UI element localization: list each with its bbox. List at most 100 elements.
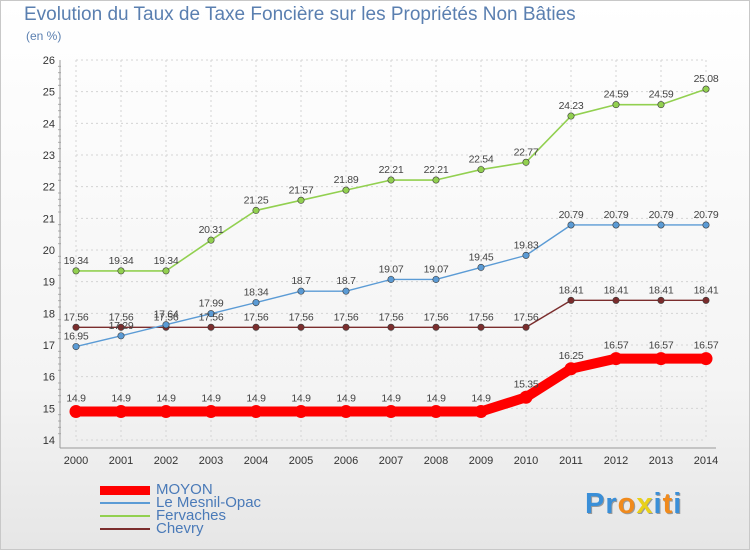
data-label: 19.07 xyxy=(424,263,449,275)
legend-swatch xyxy=(100,485,150,495)
data-point xyxy=(432,275,440,283)
data-point xyxy=(72,323,80,331)
data-point xyxy=(204,405,218,418)
data-label: 22.21 xyxy=(379,164,404,176)
data-point xyxy=(117,332,125,340)
x-tick-label: 2014 xyxy=(694,455,718,467)
data-point xyxy=(474,405,488,418)
x-tick-label: 2011 xyxy=(559,455,583,467)
logo-letter: i xyxy=(653,488,663,520)
data-point xyxy=(342,287,350,295)
data-label: 14.9 xyxy=(201,393,221,405)
x-tick-label: 2007 xyxy=(379,455,403,467)
data-point xyxy=(657,101,665,109)
data-point xyxy=(429,405,443,418)
data-label: 16.95 xyxy=(64,331,89,343)
data-label: 17.56 xyxy=(244,311,269,323)
data-point xyxy=(252,206,260,214)
data-label: 16.25 xyxy=(559,350,584,362)
data-label: 17.56 xyxy=(199,311,224,323)
data-label: 21.57 xyxy=(289,184,314,196)
x-tick-label: 2000 xyxy=(64,455,88,467)
data-point xyxy=(297,196,305,204)
data-point xyxy=(567,296,575,304)
data-point xyxy=(612,296,620,304)
y-tick-label: 25 xyxy=(43,87,55,99)
x-tick-label: 2012 xyxy=(604,455,628,467)
x-tick-label: 2006 xyxy=(334,455,358,467)
data-label: 17.56 xyxy=(154,311,179,323)
data-point xyxy=(387,323,395,331)
logo-letter: t xyxy=(662,488,674,520)
data-label: 16.57 xyxy=(649,340,674,352)
data-label: 22.54 xyxy=(469,154,494,166)
data-label: 14.9 xyxy=(471,393,491,405)
data-point xyxy=(702,85,710,93)
data-label: 17.56 xyxy=(514,311,539,323)
data-label: 17.56 xyxy=(469,311,494,323)
logo-letter: r xyxy=(605,488,618,520)
proxiti-logo: Proxiti xyxy=(585,488,682,521)
data-point xyxy=(702,296,710,304)
data-label: 14.9 xyxy=(111,393,131,405)
data-point xyxy=(162,267,170,275)
data-point xyxy=(69,405,83,418)
data-label: 14.9 xyxy=(381,393,401,405)
data-label: 19.07 xyxy=(379,263,404,275)
data-label: 21.25 xyxy=(244,194,269,206)
data-label: 24.59 xyxy=(649,89,674,101)
data-point xyxy=(522,158,530,166)
logo-letter: P xyxy=(585,488,606,520)
data-label: 16.57 xyxy=(694,340,719,352)
data-label: 17.56 xyxy=(334,311,359,323)
data-point xyxy=(612,101,620,109)
data-point xyxy=(117,323,125,331)
x-tick-label: 2009 xyxy=(469,455,493,467)
data-label: 15.35 xyxy=(514,378,539,390)
data-point xyxy=(612,221,620,229)
legend-label: MOYON xyxy=(156,481,213,498)
data-label: 19.34 xyxy=(154,255,179,267)
data-label-layer: 14.9 14.9 14.9 14.9 14.9 14.9 14.9 14.9 14.9 14.9… xyxy=(64,73,720,405)
data-label: 22.77 xyxy=(514,146,539,158)
logo-letter: o xyxy=(617,488,637,520)
data-label: 19.83 xyxy=(514,239,539,251)
data-point xyxy=(207,236,215,244)
x-tick-label: 2013 xyxy=(649,455,673,467)
y-axis-unit-label: (en %) xyxy=(26,29,62,43)
y-tick-label: 23 xyxy=(43,150,55,162)
y-tick-label: 21 xyxy=(43,213,55,225)
data-point xyxy=(657,296,665,304)
y-tick-label: 17 xyxy=(43,340,55,352)
data-point xyxy=(207,323,215,331)
data-label: 18.7 xyxy=(291,275,311,287)
data-label: 20.79 xyxy=(604,209,629,221)
y-tick-label: 15 xyxy=(43,403,55,415)
data-point xyxy=(162,321,170,329)
data-point xyxy=(72,343,80,351)
data-point xyxy=(342,323,350,331)
y-tick-label: 14 xyxy=(43,435,55,447)
legend-label: Fervaches xyxy=(156,507,227,524)
data-label: 18.41 xyxy=(559,284,584,296)
data-label: 14.9 xyxy=(156,393,176,405)
data-label: 17.29 xyxy=(109,320,134,332)
x-tick-label: 2008 xyxy=(424,455,448,467)
data-point xyxy=(519,390,533,404)
data-label: 17.64 xyxy=(154,309,179,321)
data-label: 19.34 xyxy=(109,255,134,267)
legend-swatch xyxy=(100,528,150,530)
data-point xyxy=(477,323,485,331)
data-label: 17.56 xyxy=(64,311,89,323)
data-point xyxy=(564,362,578,376)
data-point xyxy=(159,405,173,418)
chart-title: Evolution du Taux de Taxe Foncière sur l… xyxy=(24,4,576,25)
y-tick-label: 24 xyxy=(43,118,55,130)
data-point xyxy=(342,186,350,194)
data-label: 17.56 xyxy=(424,311,449,323)
data-label: 22.21 xyxy=(424,164,449,176)
data-point xyxy=(384,405,398,418)
data-point xyxy=(567,112,575,120)
